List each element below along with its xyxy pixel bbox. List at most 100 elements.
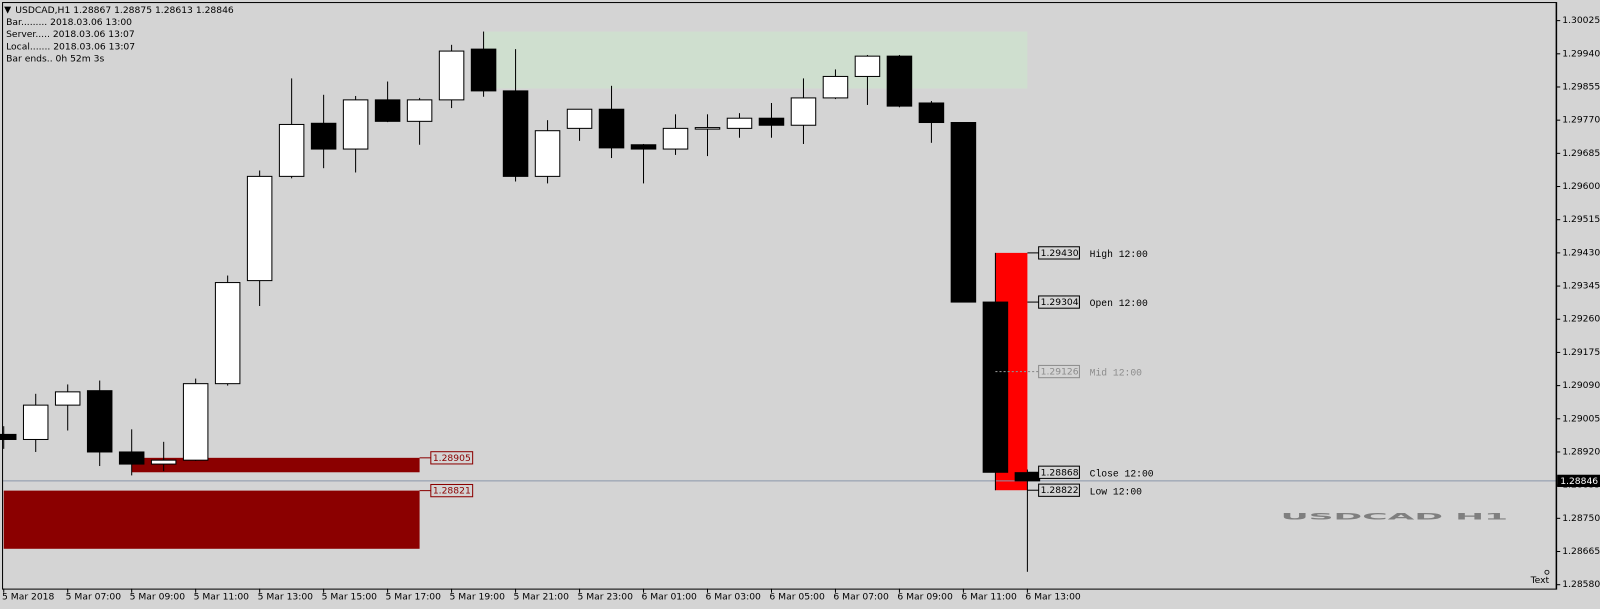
info-line: Bar......... 2018.03.06 13:00 <box>6 17 132 28</box>
close-value: 1.28846 <box>196 5 234 16</box>
level-name: Low 12:00 <box>1090 486 1143 497</box>
x-tick-label: 6 Mar 13:00 <box>1025 591 1081 602</box>
y-tick-label: 1.28580 <box>1562 579 1600 590</box>
x-tick-label: 5 Mar 09:00 <box>130 591 186 602</box>
candle-body <box>566 108 593 129</box>
zone-label: 1.28905 <box>433 453 471 464</box>
y-tick-label: 1.29345 <box>1562 281 1600 292</box>
level-name: Mid 12:00 <box>1090 368 1143 379</box>
candle-body <box>278 123 305 177</box>
y-tick-label: 1.29175 <box>1562 347 1600 358</box>
x-tick-label: 5 Mar 21:00 <box>514 591 570 602</box>
info-line: Server..... 2018.03.06 13:07 <box>6 29 135 40</box>
candle-body <box>950 121 977 303</box>
y-tick-label: 1.29855 <box>1562 81 1600 92</box>
x-tick-label: 6 Mar 05:00 <box>769 591 825 602</box>
y-tick-label: 1.29600 <box>1562 181 1600 192</box>
x-tick-label: 5 Mar 19:00 <box>450 591 506 602</box>
candle-body <box>118 451 145 465</box>
x-tick-label: 5 Mar 07:00 <box>66 591 122 602</box>
x-tick-label: 6 Mar 11:00 <box>961 591 1017 602</box>
x-tick-label: 5 Mar 13:00 <box>258 591 314 602</box>
level-name: High 12:00 <box>1090 249 1148 260</box>
x-tick-label: 6 Mar 01:00 <box>641 591 697 602</box>
level-label-box <box>1038 246 1080 260</box>
candle-body <box>598 108 625 149</box>
zone-label-box <box>430 483 474 498</box>
text-object-anchor[interactable] <box>1544 569 1550 575</box>
candle-body <box>22 404 49 440</box>
zone <box>131 457 420 473</box>
y-tick-label: 1.29430 <box>1562 247 1600 258</box>
symbol: USDCAD,H1 <box>15 5 70 16</box>
info-line: Local....... 2018.03.06 13:07 <box>6 41 135 52</box>
candle-body <box>310 122 337 150</box>
candle-body <box>918 102 945 124</box>
x-tick-label: 6 Mar 03:00 <box>705 591 761 602</box>
y-tick-label: 1.28750 <box>1562 513 1600 524</box>
x-tick-label: 5 Mar 15:00 <box>322 591 378 602</box>
candle-body <box>406 99 433 122</box>
x-tick-label: 5 Mar 17:00 <box>386 591 442 602</box>
candles-layer <box>0 31 1041 572</box>
text-object[interactable]: Text <box>1530 575 1550 586</box>
level-label-box <box>1038 364 1080 379</box>
y-tick-label: 1.29090 <box>1562 380 1600 391</box>
candle-body <box>886 55 913 107</box>
candle-body <box>662 127 689 150</box>
x-tick-label: 5 Mar 2018 <box>2 591 54 602</box>
candle-body <box>470 48 497 92</box>
candle-body <box>758 117 785 126</box>
y-tick-label: 1.29770 <box>1562 115 1600 126</box>
level-name: Close 12:00 <box>1090 468 1154 479</box>
low-value: 1.28613 <box>155 5 193 16</box>
y-tick-label: 1.29515 <box>1562 214 1600 225</box>
candle-body <box>182 383 209 461</box>
candle-body <box>54 391 81 406</box>
zone-label-box <box>430 451 474 465</box>
level-label-box <box>1038 295 1080 309</box>
level-price: 1.29430 <box>1041 248 1079 259</box>
level-name: Open 12:00 <box>1090 298 1148 309</box>
y-tick-label: 1.29685 <box>1562 148 1600 159</box>
candle-body <box>86 390 113 453</box>
open-value: 1.28867 <box>73 5 111 16</box>
info-line: Bar ends.. 0h 52m 3s <box>6 54 104 65</box>
symbol-header: USDCAD,H1 1.28867 1.28875 1.28613 1.2884… <box>15 5 234 16</box>
y-tick-label: 1.28665 <box>1562 546 1600 557</box>
candle-body <box>502 90 529 177</box>
zone <box>3 490 420 549</box>
level-price: 1.29304 <box>1041 297 1079 308</box>
candle-body <box>726 117 753 129</box>
candle-body <box>694 127 721 130</box>
candle-body <box>1014 472 1041 482</box>
high-value: 1.28875 <box>114 5 152 16</box>
candle-body <box>342 99 369 150</box>
level-price: 1.28868 <box>1041 467 1079 478</box>
candle-body <box>246 175 273 282</box>
y-tick-label: 1.28920 <box>1562 446 1600 457</box>
menu-arrow[interactable]: ▼ <box>4 5 12 16</box>
candle-body <box>630 144 657 150</box>
x-tick-label: 5 Mar 11:00 <box>194 591 250 602</box>
x-tick-label: 6 Mar 07:00 <box>833 591 889 602</box>
candle-body <box>150 459 177 465</box>
candle-body <box>822 75 849 99</box>
watermark: USDCAD H1 <box>1281 512 1509 523</box>
y-tick-label: 1.30025 <box>1562 15 1600 26</box>
candle-body <box>854 55 881 77</box>
level-label-box <box>1038 483 1080 497</box>
candle-body <box>790 97 817 126</box>
candle-body <box>214 282 241 385</box>
current-price-box <box>1557 474 1600 487</box>
current-price-label: 1.28846 <box>1560 476 1598 487</box>
candle-body <box>982 301 1009 473</box>
x-tick-label: 6 Mar 09:00 <box>897 591 953 602</box>
y-tick-label: 1.29005 <box>1562 413 1600 424</box>
candle-body <box>374 99 401 122</box>
candle-body <box>438 50 465 101</box>
level-label-box <box>1038 465 1080 479</box>
level-price: 1.28822 <box>1041 485 1079 496</box>
y-tick-label: 1.29260 <box>1562 314 1600 325</box>
y-tick-label: 1.29940 <box>1562 48 1600 59</box>
